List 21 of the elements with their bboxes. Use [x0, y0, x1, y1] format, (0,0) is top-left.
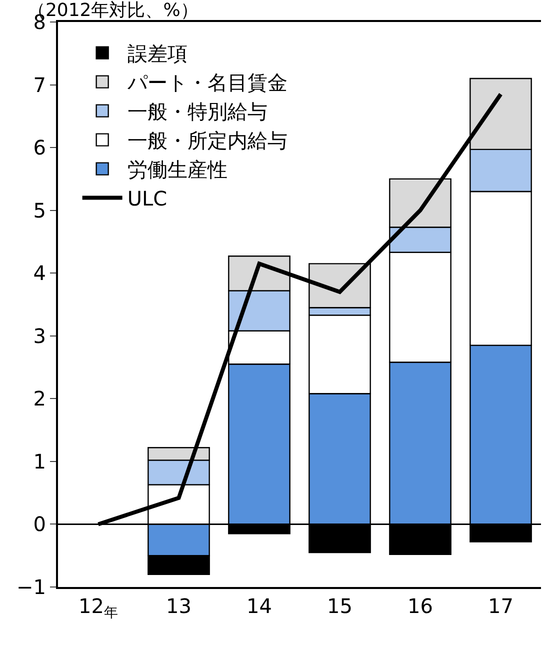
legend-label: 誤差項 — [127, 42, 188, 66]
x-tick-label: 16 — [408, 594, 433, 618]
y-tick-label: 0 — [33, 512, 46, 536]
y-tick-label: 1 — [33, 449, 46, 474]
legend-label: 一般・特別給与 — [127, 100, 268, 124]
y-tick-label: 5 — [33, 198, 46, 222]
x-tick-label: 13 — [166, 594, 192, 618]
y-tick-label: 6 — [33, 136, 46, 160]
x-tick-label: 17 — [488, 594, 514, 618]
y-tick-label: 3 — [33, 324, 46, 348]
x-tick-label: 12$_{年}$ — [78, 594, 118, 622]
y-tick-label: 2 — [33, 386, 46, 411]
y-tick-label: 7 — [33, 72, 46, 97]
legend-label: ULC — [127, 186, 168, 211]
legend-label: 労働生産性 — [127, 158, 228, 182]
y-tick-label: −1 — [16, 575, 46, 599]
legend-label: 一般・所定内給与 — [127, 128, 288, 153]
y-tick-label: 4 — [33, 261, 46, 286]
x-tick-label: 15 — [327, 594, 352, 618]
x-tick-label: 14 — [246, 594, 272, 618]
legend-label: パート・名目賃金 — [126, 70, 288, 95]
